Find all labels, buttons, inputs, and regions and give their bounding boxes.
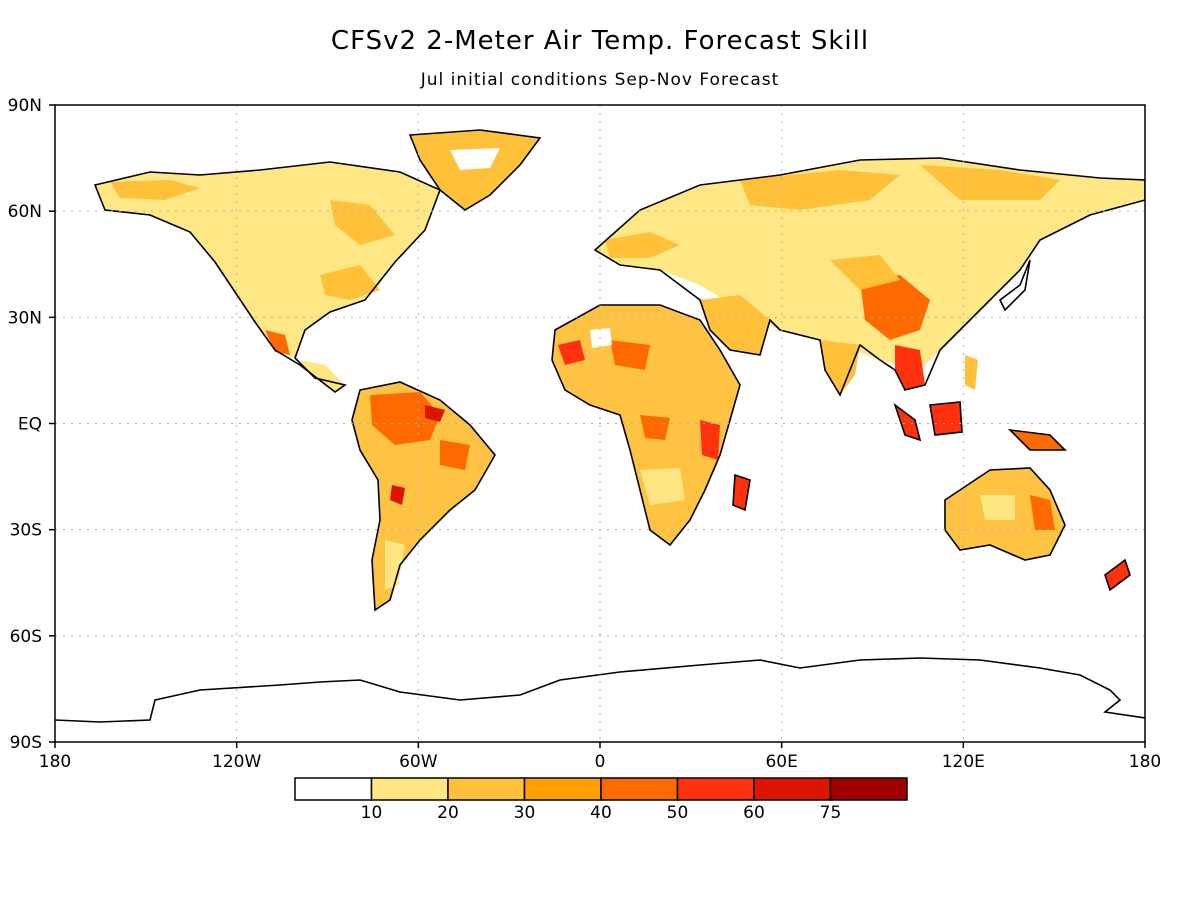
lon-label: 60W [399, 752, 438, 772]
legend-label: 10 [361, 803, 383, 823]
chart-title: CFSv2 2-Meter Air Temp. Forecast Skill [330, 26, 870, 56]
lon-label: 180 [1129, 752, 1161, 772]
sumatra-coast [893, 402, 922, 442]
china-skill-mid [830, 255, 900, 290]
siberia-skill-mid [740, 170, 900, 210]
philippines-skill [965, 355, 978, 390]
usa-skill-mid [320, 265, 380, 300]
legend-swatch [523, 777, 602, 801]
madagascar-coast [732, 473, 751, 512]
lon-label: 120W [212, 752, 261, 772]
east-siberia-skill-mid [920, 165, 1060, 200]
north-america-skill-mid [110, 180, 200, 200]
new-guinea-coast [1007, 428, 1067, 451]
south-america-south-low [385, 540, 405, 590]
east-africa-skill-high [700, 420, 720, 460]
greenland-skill [410, 130, 540, 210]
lat-label: 90S [10, 733, 42, 753]
legend-label: 20 [437, 803, 459, 823]
legend-label: 50 [667, 803, 689, 823]
latitude-labels: 90N 60N 30N EQ 30S 60S 90S [8, 96, 42, 753]
legend-swatch [294, 777, 373, 801]
brazil-skill-mid [440, 440, 470, 470]
amazon-skill-peak [425, 405, 445, 422]
andes-skill-peak [390, 485, 405, 505]
lon-label: 180 [39, 752, 71, 772]
eurasia-coast [593, 157, 1145, 397]
new-zealand-skill [1105, 560, 1130, 590]
lon-label: 60E [765, 752, 797, 772]
longitude-labels: 180 120W 60W 0 60E 120E 180 [39, 752, 1161, 772]
legend-label: 75 [820, 803, 842, 823]
amazon-skill-high [370, 392, 440, 445]
sahara-interior-low [590, 328, 612, 348]
lat-label: 30N [8, 308, 42, 328]
lat-label: 60S [10, 627, 42, 647]
indochina-skill-high [895, 345, 925, 390]
middle-east-skill [700, 295, 770, 355]
lon-label: 0 [595, 752, 606, 772]
color-legend: 10 20 30 40 50 60 75 [294, 777, 908, 823]
central-america-skill [300, 360, 345, 392]
antarctica-coast [55, 657, 1145, 723]
canada-skill-mid [330, 200, 395, 245]
coastlines [55, 129, 1145, 723]
north-america-coast [93, 161, 442, 393]
south-america-coast [351, 381, 496, 612]
borneo-skill [930, 402, 962, 435]
australia-skill-mid [1030, 495, 1055, 530]
australia-coast [944, 467, 1066, 561]
greenland-interior [450, 148, 500, 170]
lat-label: 60N [8, 202, 42, 222]
india-skill [820, 340, 860, 395]
sahara-skill-high [558, 340, 585, 365]
southern-africa-low [640, 468, 685, 505]
graticule [55, 105, 1145, 742]
axis-ticks [49, 104, 1146, 748]
greenland-coast [408, 129, 542, 211]
lat-label: 90N [8, 96, 42, 116]
legend-label: 40 [590, 803, 612, 823]
sahel-skill-mid [610, 340, 650, 370]
new-guinea-skill [1010, 430, 1065, 450]
legend-swatch [370, 777, 449, 801]
legend-label: 30 [514, 803, 536, 823]
congo-skill-high [640, 415, 670, 440]
legend-swatch [753, 777, 832, 801]
legend-swatch [447, 777, 526, 801]
lat-label: 30S [10, 521, 42, 541]
lon-label: 120E [942, 752, 985, 772]
legend-swatch [676, 777, 755, 801]
lat-label: EQ [18, 415, 42, 435]
mexico-skill-high [265, 330, 290, 355]
europe-skill-mid [605, 232, 680, 258]
legend-swatch [829, 777, 908, 801]
sumatra-skill [895, 405, 920, 440]
new-zealand-coast [1104, 558, 1131, 592]
legend-swatch [600, 777, 679, 801]
borneo-coast [929, 401, 963, 436]
legend-boxes [294, 777, 908, 801]
china-skill-high [860, 275, 930, 340]
japan-coast [998, 259, 1031, 312]
chart-subtitle: Jul initial conditions Sep-Nov Forecast [420, 70, 780, 90]
africa-coast [551, 304, 741, 547]
australia-interior-low [980, 495, 1015, 520]
legend-label: 60 [743, 803, 765, 823]
